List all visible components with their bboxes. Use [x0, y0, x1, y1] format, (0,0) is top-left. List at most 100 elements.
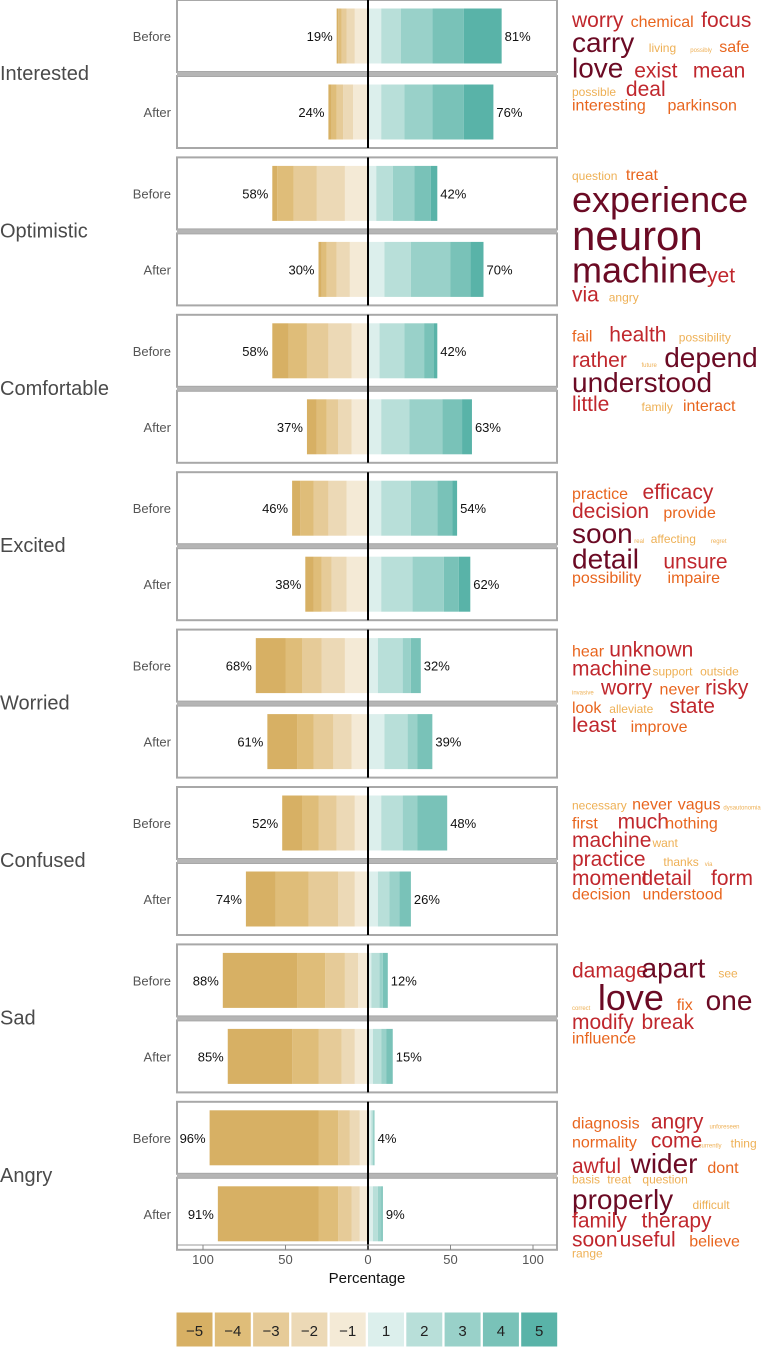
bar-segment-pos1: [368, 480, 382, 536]
bar-segment-pos2: [381, 84, 405, 140]
bar-segment-pos2: [372, 1028, 382, 1084]
bar-segment-neg1: [346, 556, 368, 612]
bar-segment-pos4: [386, 1028, 393, 1084]
bar-segment-neg1: [349, 241, 368, 297]
neg-percent-label: 58%: [242, 344, 268, 359]
emotion-label: Confused: [0, 850, 86, 872]
bar-segment-pos2: [381, 480, 411, 536]
word-cloud-word: focus: [701, 9, 751, 32]
bar-segment-pos4: [432, 84, 464, 140]
bar-segment-neg2: [351, 1186, 360, 1242]
word-cloud-word: diagnosis: [572, 1116, 640, 1133]
word-cloud-word: thanks: [663, 855, 698, 869]
bar-segment-neg2: [321, 638, 345, 694]
neg-percent-label: 24%: [298, 105, 324, 120]
row-label: After: [144, 1207, 172, 1222]
word-cloud-word: much: [618, 810, 669, 833]
word-cloud-word: modify: [572, 1011, 634, 1034]
bar-segment-pos1: [368, 241, 385, 297]
word-cloud-word: difficult: [692, 1198, 730, 1212]
word-cloud-word: basis: [572, 1173, 600, 1187]
word-cloud-word: possible: [572, 85, 616, 99]
bar-segment-pos3: [402, 795, 418, 851]
word-cloud-word: believe: [689, 1234, 740, 1251]
word-cloud-word: outside: [700, 664, 739, 678]
word-cloud-word: detail: [572, 543, 639, 574]
bar-segment-pos2: [384, 714, 408, 770]
bar-segment-pos2: [381, 399, 410, 455]
bar-segment-neg3: [338, 1186, 352, 1242]
word-cloud-word: efficacy: [643, 481, 714, 504]
bar-segment-neg4: [288, 323, 307, 379]
bar-segment-neg1: [359, 1186, 368, 1242]
bar-segment-neg2: [316, 165, 345, 221]
word-cloud-word: machine: [572, 829, 651, 852]
word-cloud-word: improve: [631, 719, 688, 736]
legend-label: −2: [301, 1323, 318, 1340]
neg-percent-label: 30%: [288, 262, 314, 277]
bar-segment-neg1: [351, 714, 368, 770]
bar-segment-pos2: [381, 8, 401, 64]
bar-segment-pos1: [368, 84, 382, 140]
word-cloud-word: invasive: [572, 690, 594, 696]
bar-segment-pos4: [424, 323, 434, 379]
row-label: Before: [133, 659, 171, 674]
word-cloud-word: possibility: [679, 331, 731, 345]
bar-segment-pos5: [458, 556, 471, 612]
word-cloud-word: worry: [600, 676, 653, 699]
word-cloud-word: come: [651, 1130, 702, 1153]
emotion-label: Comfortable: [0, 378, 109, 400]
bar-segment-pos5: [452, 480, 458, 536]
bar-segment-pos1: [368, 871, 378, 927]
word-cloud-word: family: [642, 400, 673, 414]
legend-label: −1: [339, 1323, 356, 1340]
row-label: After: [144, 577, 172, 592]
legend-label: −5: [186, 1323, 203, 1340]
x-tick-label: 50: [443, 1252, 457, 1267]
x-tick-label: 0: [364, 1252, 371, 1267]
legend-label: 2: [420, 1323, 428, 1340]
word-cloud-word: damage: [572, 960, 648, 983]
word-cloud-word: useful: [620, 1229, 676, 1252]
bar-segment-neg2: [333, 714, 352, 770]
bar-segment-pos3: [404, 323, 425, 379]
bar-segment-pos1: [368, 714, 385, 770]
bar-segment-pos1: [368, 795, 382, 851]
bar-segment-neg4: [313, 556, 322, 612]
bar-segment-pos3: [407, 714, 418, 770]
bar-segment-neg3: [293, 165, 317, 221]
word-cloud-word: necessary: [572, 798, 627, 812]
word-cloud-word: soon: [572, 518, 633, 549]
word-cloud-word: exist: [634, 59, 677, 82]
word-cloud-word: affecting: [651, 532, 696, 546]
legend-swatch: [175, 1311, 214, 1348]
bar-segment-neg3: [336, 84, 344, 140]
bar-segment-neg2: [336, 795, 355, 851]
bar-segment-pos4: [414, 165, 431, 221]
panel-optimistic: Optimistic Before 58% 42% After 30% 70%: [0, 156, 558, 307]
word-cloud-word: love: [598, 977, 664, 1018]
bar-segment-pos3: [409, 399, 443, 455]
word-cloud-word: properly: [572, 1184, 673, 1215]
bar-segment-neg1: [358, 952, 368, 1008]
word-cloud-word: possibility: [572, 570, 641, 587]
word-cloud-word: fix: [677, 997, 693, 1014]
bar-segment-neg1: [354, 8, 368, 64]
bar-segment-pos2: [371, 1110, 373, 1166]
bar-segment-pos2: [376, 165, 393, 221]
neg-percent-label: 46%: [262, 501, 288, 516]
neg-percent-label: 74%: [216, 892, 242, 907]
bar-segment-neg4: [277, 165, 294, 221]
pos-percent-label: 4%: [378, 1131, 397, 1146]
bar-segment-neg1: [354, 871, 368, 927]
row-label: After: [144, 105, 172, 120]
word-cloud-word: question: [572, 169, 617, 183]
bar-segment-pos1: [368, 556, 382, 612]
bar-segment-pos1: [368, 165, 377, 221]
word-cloud-word: fail: [572, 329, 592, 346]
pos-percent-label: 54%: [460, 501, 486, 516]
bar-segment-neg5: [328, 84, 332, 140]
word-cloud-word: question: [642, 1173, 687, 1187]
neg-percent-label: 61%: [237, 735, 263, 750]
